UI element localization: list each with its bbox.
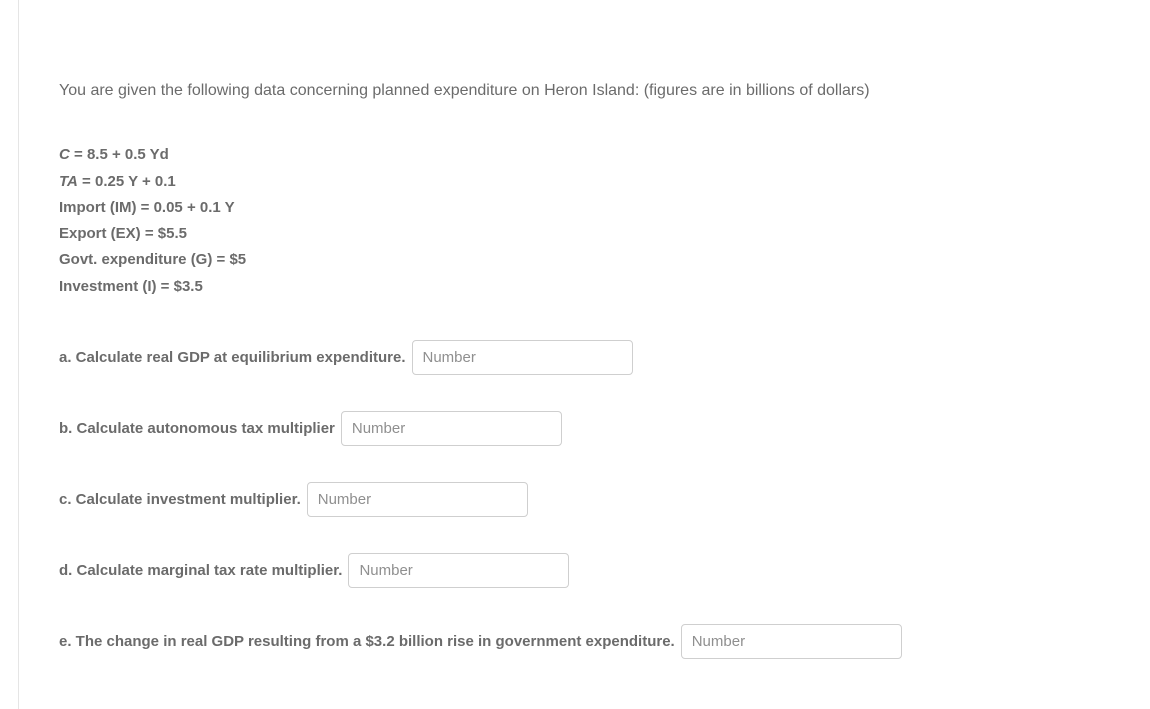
answer-input-e[interactable]: [681, 624, 902, 659]
question-d-text: d. Calculate marginal tax rate multiplie…: [59, 562, 342, 579]
question-e-text: e. The change in real GDP resulting from…: [59, 633, 675, 650]
question-a: a. Calculate real GDP at equilibrium exp…: [59, 340, 1110, 375]
equation-g: Govt. expenditure (G) = $5: [59, 247, 1110, 273]
question-c: c. Calculate investment multiplier.: [59, 482, 1110, 517]
equation-ta-rhs: = 0.25 Y + 0.1: [78, 173, 176, 190]
question-a-text: a. Calculate real GDP at equilibrium exp…: [59, 349, 406, 366]
question-b-text: b. Calculate autonomous tax multiplier: [59, 420, 335, 437]
question-e: e. The change in real GDP resulting from…: [59, 624, 1110, 659]
equations-block: C = 8.5 + 0.5 Yd TA = 0.25 Y + 0.1 Impor…: [59, 142, 1110, 300]
answer-input-d[interactable]: [348, 553, 569, 588]
question-page: You are given the following data concern…: [18, 0, 1150, 709]
equation-ta-lhs: TA: [59, 173, 78, 190]
answer-input-b[interactable]: [341, 411, 562, 446]
equation-ta: TA = 0.25 Y + 0.1: [59, 169, 1110, 195]
equation-i: Investment (I) = $3.5: [59, 274, 1110, 300]
answer-input-c[interactable]: [307, 482, 528, 517]
question-d: d. Calculate marginal tax rate multiplie…: [59, 553, 1110, 588]
equation-im: Import (IM) = 0.05 + 0.1 Y: [59, 195, 1110, 221]
equation-c-lhs: C: [59, 146, 70, 163]
question-c-text: c. Calculate investment multiplier.: [59, 491, 301, 508]
equation-c-rhs: = 8.5 + 0.5 Yd: [70, 146, 169, 163]
question-b: b. Calculate autonomous tax multiplier: [59, 411, 1110, 446]
equation-c: C = 8.5 + 0.5 Yd: [59, 142, 1110, 168]
answer-input-a[interactable]: [412, 340, 633, 375]
equation-ex: Export (EX) = $5.5: [59, 221, 1110, 247]
intro-text: You are given the following data concern…: [59, 80, 1110, 102]
